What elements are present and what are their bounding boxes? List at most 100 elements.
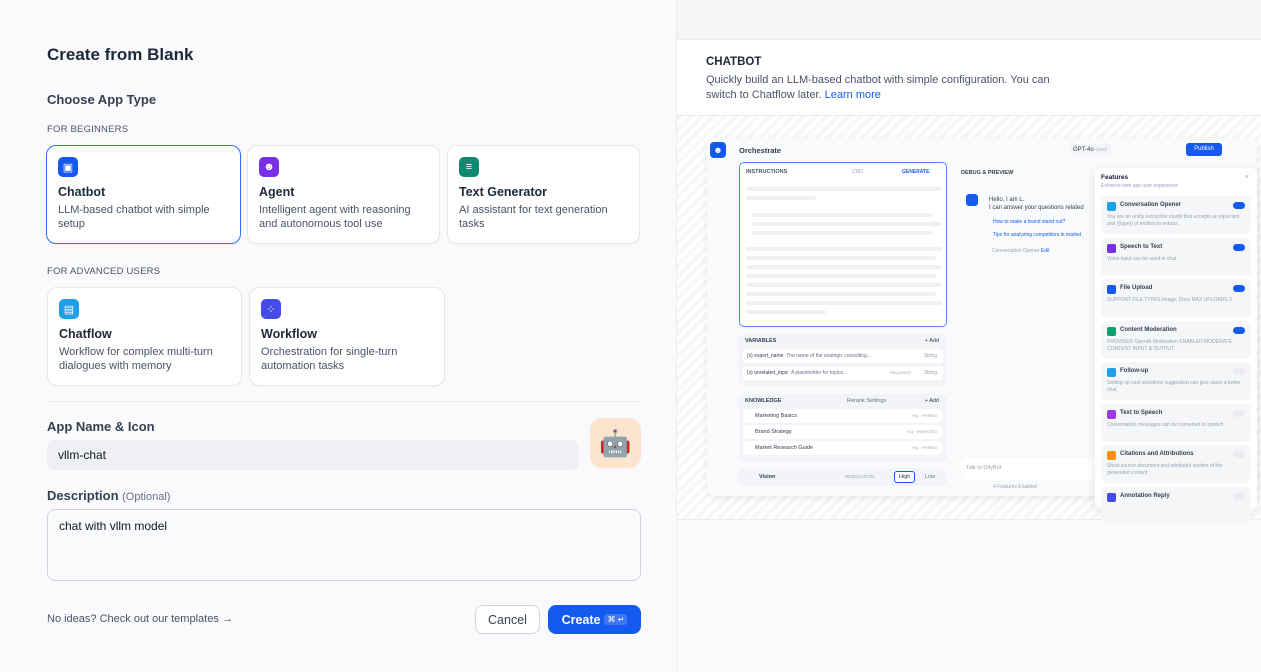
feature-icon <box>1107 202 1116 211</box>
feature-item: File Upload SUPPORT FILE TYPES Image, Doc… <box>1101 279 1251 317</box>
app-type-desc: Intelligent agent with reasoning and aut… <box>259 204 411 230</box>
kb-tag: HQ · INVERTED <box>907 429 937 434</box>
add-variable: + Add <box>924 338 939 344</box>
model-name: GPT-4o <box>1073 147 1094 153</box>
app-icon-picker[interactable]: 🤖 <box>590 418 641 468</box>
feature-item: Conversation Opener You are an entity ext… <box>1101 196 1251 234</box>
feature-icon <box>1107 285 1116 294</box>
app-type-name: Workflow <box>261 327 318 341</box>
kb-name: Market Research Guide <box>755 445 814 451</box>
instructions-label: INSTRUCTIONS <box>746 169 788 175</box>
app-name-input[interactable]: vllm-chat <box>47 440 579 470</box>
feature-desc: Voice input can be used in chat. <box>1107 255 1178 262</box>
greet-line: Hello, I am L. <box>989 197 1025 203</box>
app-type-text-generator[interactable]: ≡ Text Generator AI assistant for text g… <box>447 145 640 244</box>
feature-toggle <box>1233 368 1245 375</box>
var-key: {x} expert_name <box>747 353 784 359</box>
app-type-desc: LLM-based chatbot with simple setup <box>58 204 210 230</box>
preview-desc: Quickly build an LLM-based chatbot with … <box>706 73 1056 103</box>
learn-more-link[interactable]: Learn more <box>824 89 881 101</box>
greeting: Hello, I am L. I can answer your question… <box>989 196 1084 212</box>
feature-item: Speech to Text Voice input can be used in… <box>1101 237 1251 276</box>
choose-app-type-label: Choose App Type <box>47 92 157 107</box>
divider <box>47 401 641 402</box>
opener-note: Conversation Opener Edit <box>992 248 1050 254</box>
text-generator-icon: ≡ <box>459 157 479 177</box>
feature-name: File Upload <box>1120 285 1153 291</box>
app-type-chatflow[interactable]: ▤ Chatflow Workflow for complex multi-tu… <box>47 287 242 386</box>
app-type-name: Agent <box>259 185 295 199</box>
feature-desc: Setting up next questions suggestion can… <box>1107 380 1241 393</box>
app-type-desc: AI assistant for text generation tasks <box>459 204 608 230</box>
opener-label: Conversation Opener <box>992 248 1040 254</box>
model-selector: GPT-4o CHAT <box>1069 144 1112 155</box>
feature-toggle <box>1233 285 1245 292</box>
app-type-desc: Workflow for complex multi-turn dialogue… <box>59 346 213 372</box>
description-label: Description (Optional) <box>47 488 170 503</box>
kb-tag: HQ · HYBRID <box>912 445 937 450</box>
workflow-icon: ⁘ <box>261 299 281 319</box>
var-desc: A placeholder for topics... <box>790 370 848 376</box>
knowledge-row: Market Research Guide HQ · HYBRID <box>743 441 943 455</box>
kb-tag: HQ · HYBRID <box>912 413 937 418</box>
preview-heading: CHATBOT <box>706 56 762 68</box>
feature-item: Citations and Attributions Show source do… <box>1101 445 1251 483</box>
feature-name: Conversation Opener <box>1120 202 1182 208</box>
feature-name: Annotation Reply <box>1120 492 1170 499</box>
feature-item: Content Moderation PROVIDER OpenAI Modera… <box>1101 320 1251 359</box>
feature-toggle <box>1233 243 1245 251</box>
app-type-workflow[interactable]: ⁘ Workflow Orchestration for single-turn… <box>249 287 445 386</box>
feature-icon <box>1107 451 1116 460</box>
vision-label: Vision <box>759 474 776 480</box>
features-subtitle: Enhance web app user experience <box>1101 183 1178 189</box>
model-tag: CHAT <box>1095 147 1108 152</box>
kb-name: Brand Strategy <box>755 429 792 435</box>
preview-desc-text: Quickly build an LLM-based chatbot with … <box>706 74 1050 101</box>
debug-label: DEBUG & PREVIEW <box>961 170 1014 176</box>
shortcut-hint: ⌘ ↵ <box>604 614 628 625</box>
feature-desc: You are an entity extraction model that … <box>1107 214 1240 227</box>
suggested-question: How to make a brand stand out? <box>993 219 1066 225</box>
description-textarea[interactable]: chat with vllm model <box>47 509 641 581</box>
feature-name: Content Moderation <box>1120 326 1177 333</box>
feature-desc: PROVIDER OpenAI Moderation ENABLED MODER… <box>1107 338 1232 352</box>
advanced-label: FOR ADVANCED USERS <box>47 266 161 277</box>
feature-item: Follow-up Setting up next questions sugge… <box>1101 362 1251 400</box>
instructions-box: INSTRUCTIONS 2182 GENERATE <box>739 162 947 327</box>
preview-panel: CHATBOT Quickly build an LLM-based chatb… <box>677 0 1261 672</box>
feature-item: Annotation Reply <box>1101 486 1251 525</box>
preview-info: CHATBOT Quickly build an LLM-based chatb… <box>677 40 1261 116</box>
variable-row: {x} expert_name The name of the strategi… <box>743 349 943 363</box>
app-name-label: App Name & Icon <box>47 419 155 434</box>
app-type-chatbot[interactable]: ▣ Chatbot LLM-based chatbot with simple … <box>46 145 241 244</box>
vision-section: Vision RESOLUTION High Low <box>739 468 947 486</box>
create-button[interactable]: Create ⌘ ↵ <box>548 605 641 634</box>
feature-item: Text to Speech Conversation messages can … <box>1101 403 1251 442</box>
feature-toggle <box>1233 451 1245 458</box>
feature-icon <box>1107 243 1116 253</box>
variables-section: VARIABLES + Add {x} expert_name The name… <box>739 334 947 386</box>
feature-desc: SUPPORT FILE TYPES Image, Docs MAX UPLOA… <box>1107 297 1232 303</box>
feature-desc: Conversation messages can be converted t… <box>1107 421 1225 428</box>
feature-name: Citations and Attributions <box>1120 451 1194 457</box>
agent-icon: ☻ <box>259 157 279 177</box>
orchestrate-title: Orchestrate <box>739 146 782 155</box>
templates-link[interactable]: No ideas? Check out our templates → <box>47 613 233 625</box>
chatbot-icon: ▣ <box>58 157 78 177</box>
greet-line: I can answer your questions related <box>989 205 1084 211</box>
knowledge-section: KNOWLEDGE Rerank Settings + Add Marketin… <box>739 394 947 462</box>
var-key: {x} unrelated_topic <box>747 370 789 376</box>
high-option: High <box>894 471 916 483</box>
generate-button: GENERATE <box>902 169 930 175</box>
var-type: String <box>923 353 937 359</box>
cancel-button[interactable]: Cancel <box>475 605 540 634</box>
app-type-agent[interactable]: ☻ Agent Intelligent agent with reasoning… <box>247 145 440 244</box>
features-panel: Features Enhance web app user experience… <box>1095 168 1257 525</box>
publish-button: Publish <box>1186 143 1222 156</box>
variable-row: {x} unrelated_topic A placeholder for to… <box>743 366 943 380</box>
feature-name: Speech to Text <box>1120 243 1163 250</box>
bot-avatar <box>966 194 978 206</box>
feature-icon <box>1107 492 1116 502</box>
page-title: Create from Blank <box>47 45 194 64</box>
preview-image: ☻ Orchestrate GPT-4o CHAT Publish INSTRU… <box>677 116 1261 525</box>
